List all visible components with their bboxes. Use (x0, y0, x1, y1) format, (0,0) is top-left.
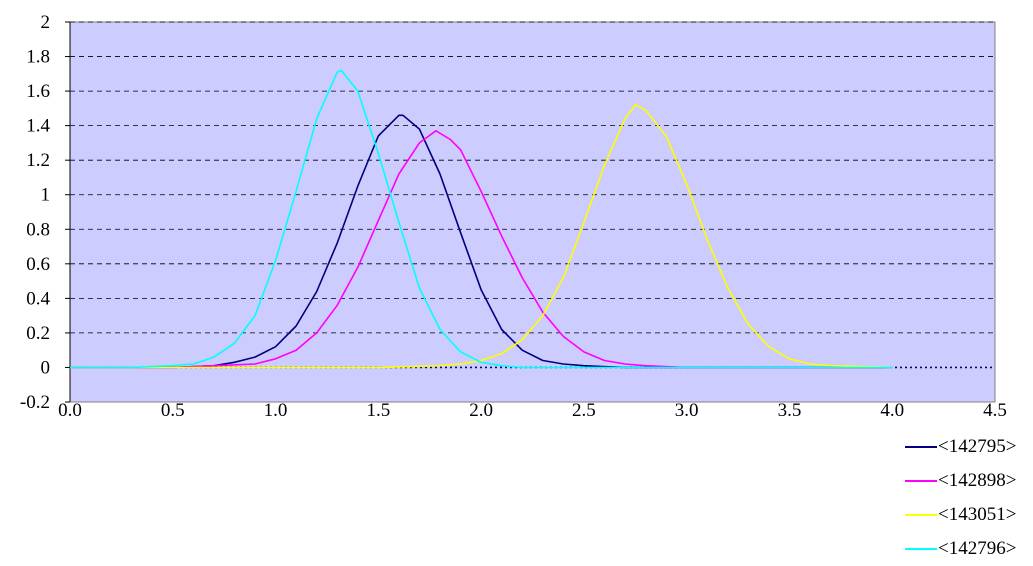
x-tick-label: 2.5 (572, 400, 596, 421)
legend: <142795> <142898> <143051> <142796> (905, 430, 1016, 566)
series-lines (70, 69, 893, 369)
legend-item: <142796> (905, 532, 1016, 566)
x-tick-label: 0.5 (161, 400, 185, 421)
legend-swatch (905, 548, 937, 550)
series-line (70, 114, 893, 369)
legend-swatch (905, 446, 937, 448)
y-tick-label: 1.8 (26, 47, 50, 68)
y-tick-label: 1.2 (26, 150, 50, 171)
x-tick-label: 0.0 (58, 400, 82, 421)
series-line (70, 104, 893, 369)
y-tick-label: -0.2 (20, 392, 50, 413)
legend-label: <142795> (938, 436, 1017, 457)
y-tick-label: 0.2 (26, 323, 50, 344)
y-tick-label: 0.6 (26, 254, 50, 275)
legend-item: <143051> (905, 498, 1016, 532)
x-tick-label: 2.0 (469, 400, 493, 421)
x-tick-label: 3.5 (778, 400, 802, 421)
legend-item: <142795> (905, 430, 1016, 464)
y-tick-label: 0.4 (26, 288, 50, 309)
y-tick-label: 1.6 (26, 81, 50, 102)
x-tick-label: 4.0 (880, 400, 904, 421)
gridlines (70, 21, 995, 334)
series-line (70, 130, 893, 369)
y-tick-label: 2 (41, 12, 51, 33)
x-tick-label: 1.5 (366, 400, 390, 421)
legend-swatch (905, 480, 937, 482)
y-tick-label: 1 (41, 185, 51, 206)
legend-label: <143051> (938, 504, 1017, 525)
y-tick-label: 1.4 (26, 116, 50, 137)
legend-item: <142898> (905, 464, 1016, 498)
legend-label: <142796> (938, 538, 1017, 559)
x-tick-label: 4.5 (983, 400, 1007, 421)
plot-area (69, 21, 996, 403)
y-tick-label: 0.8 (26, 219, 50, 240)
legend-label: <142898> (938, 470, 1017, 491)
x-tick-label: 1.0 (264, 400, 288, 421)
legend-swatch (905, 514, 937, 516)
series-line (70, 69, 893, 369)
x-tick-labels: 0.0 0.5 1.0 1.5 2.0 2.5 3.0 3.5 4.0 4.5 (58, 400, 1007, 421)
y-tick-labels: -0.2 0 0.2 0.4 0.6 0.8 1 1.2 1.4 1.6 1.8 2 (20, 12, 51, 413)
y-tick-label: 0 (41, 357, 51, 378)
x-tick-label: 3.0 (675, 400, 699, 421)
